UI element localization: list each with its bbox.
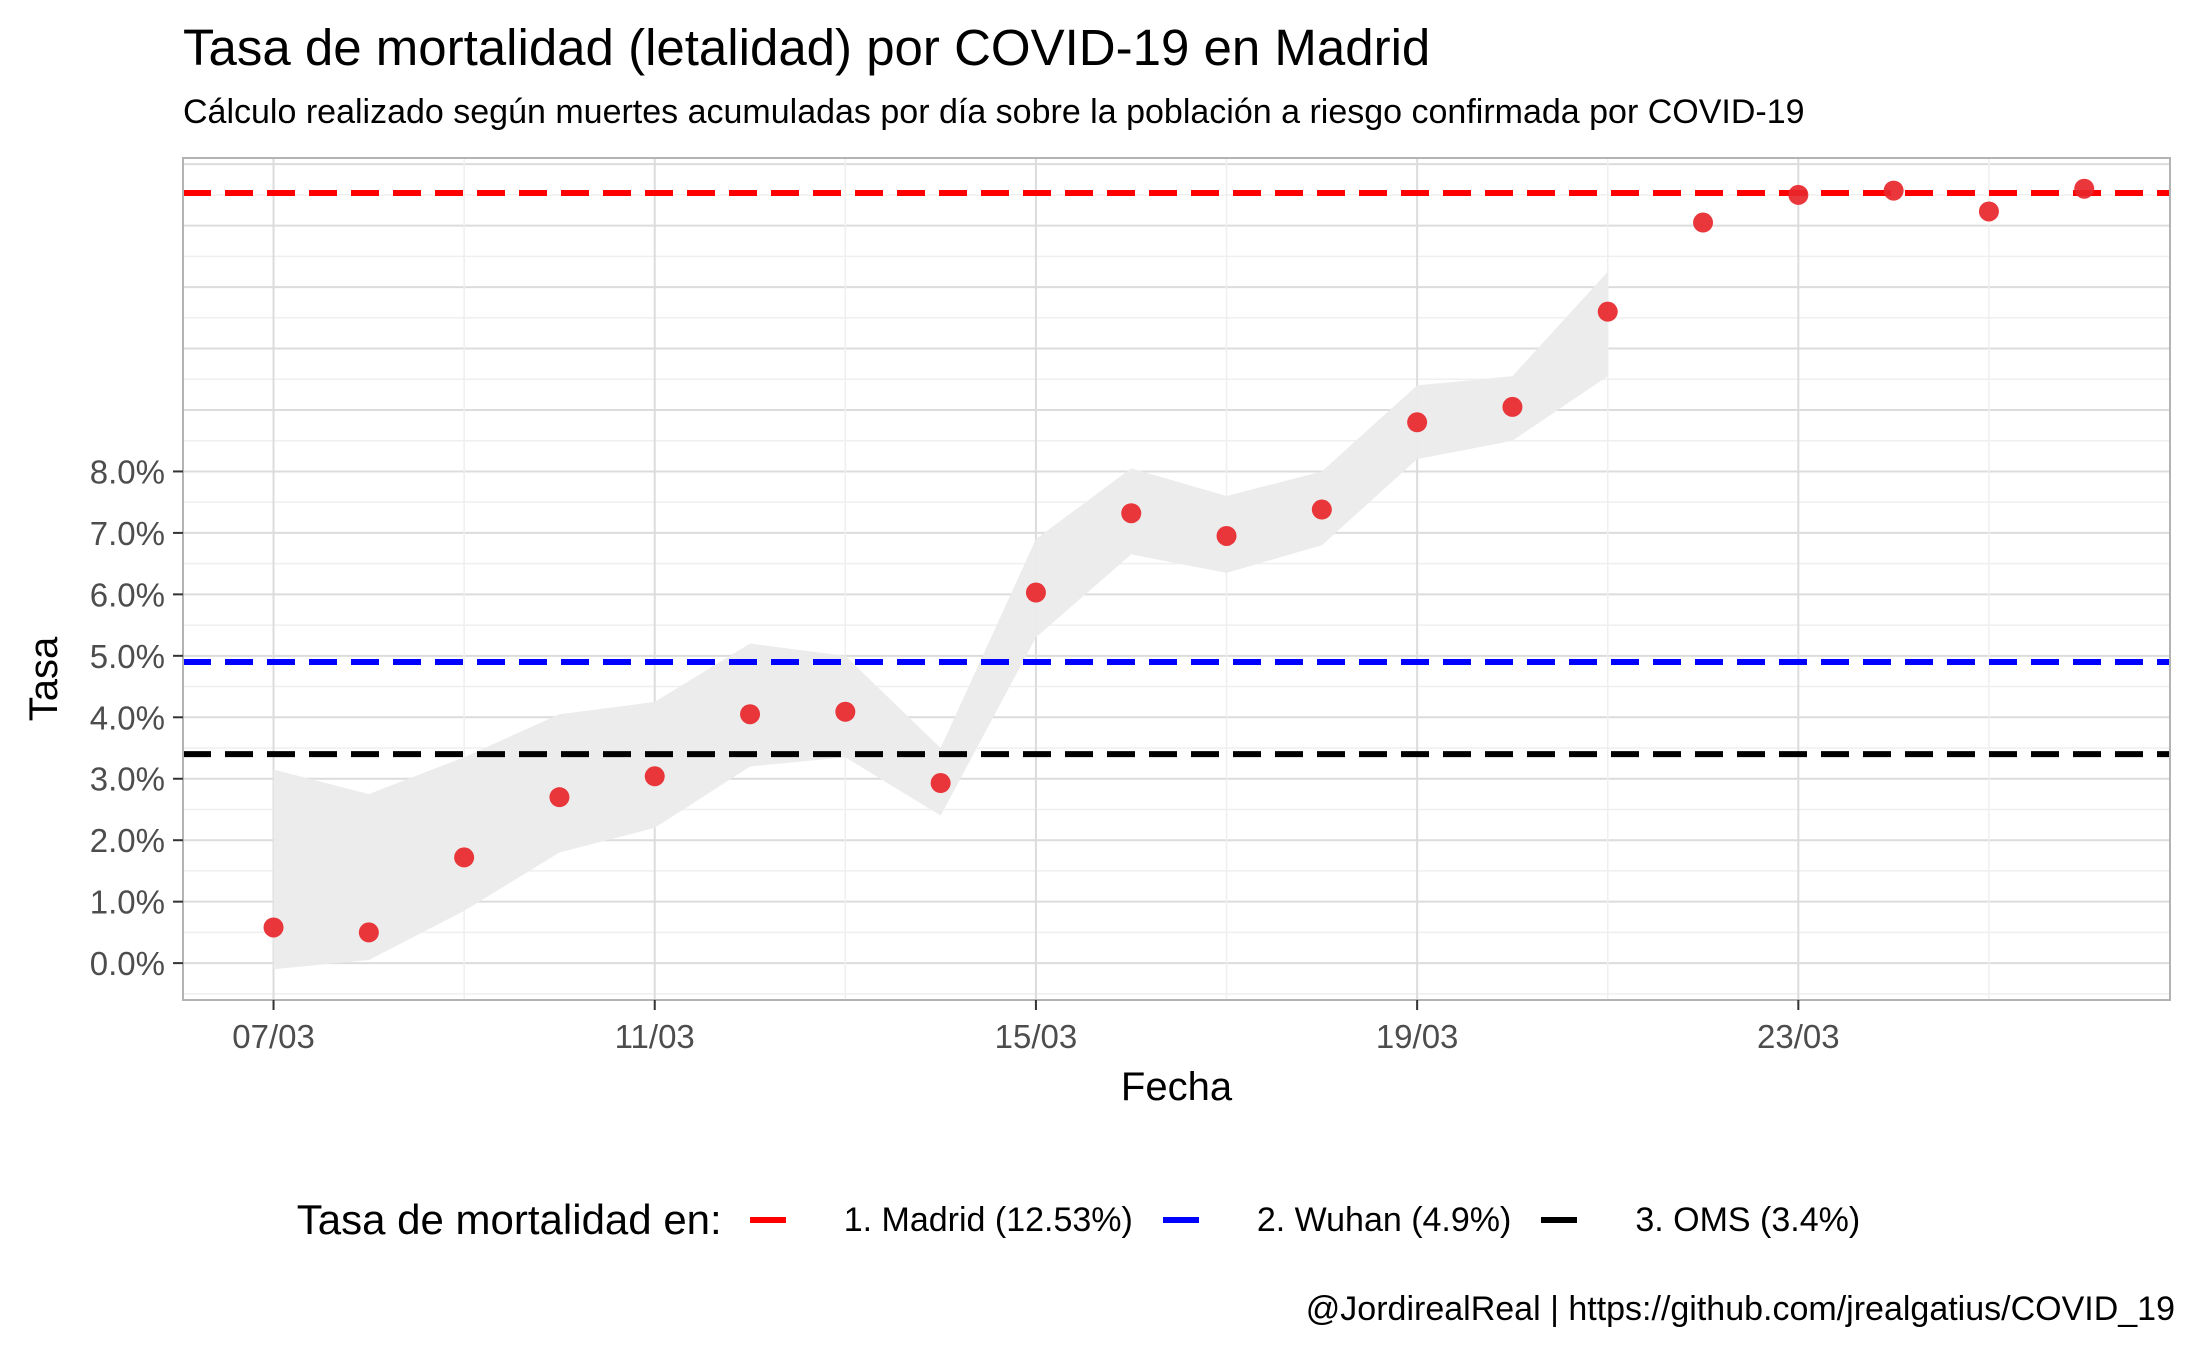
- data-point: [358, 922, 379, 943]
- data-point: [454, 847, 475, 868]
- data-point: [549, 787, 570, 808]
- chart-canvas: 0.0% 1.0% 2.0% 3.0% 4.0% 5.0% 6.0% 7.0% 8.0% 07/…: [22, 157, 2171, 1109]
- chart-caption: @JordirealReal | https://github.com/jrea…: [1305, 1290, 2175, 1328]
- data-point: [1025, 582, 1046, 603]
- legend: Tasa de mortalidad en: 1. Madrid (12.53%…: [0, 1185, 2187, 1255]
- chart-title: Tasa de mortalidad (letalidad) por COVID…: [183, 19, 1431, 76]
- confidence-band: [273, 271, 1608, 970]
- y-tick-label: 8.0%: [90, 453, 165, 490]
- x-tick-label: 07/03: [232, 1018, 315, 1055]
- y-tick-label: 4.0%: [90, 699, 165, 736]
- data-point: [1597, 301, 1618, 322]
- data-point: [740, 704, 761, 725]
- confidence-band-area: [273, 271, 1608, 970]
- data-point: [1216, 525, 1237, 546]
- y-tick-label: 5.0%: [90, 638, 165, 675]
- legend-key-wuhan: [1162, 1217, 1199, 1223]
- data-point: [1788, 184, 1809, 205]
- legend-item-madrid: 1. Madrid (12.53%): [749, 1200, 1133, 1240]
- data-point: [1978, 201, 1999, 222]
- y-axis-ticks: 0.0% 1.0% 2.0% 3.0% 4.0% 5.0% 6.0% 7.0% 8.0%: [90, 453, 183, 982]
- y-tick-label: 7.0%: [90, 515, 165, 552]
- legend-key-madrid: [749, 1217, 786, 1223]
- data-point: [1407, 412, 1428, 433]
- data-point: [1502, 396, 1523, 417]
- y-tick-label: 3.0%: [90, 761, 165, 798]
- data-point: [644, 766, 665, 787]
- data-point: [1693, 212, 1714, 233]
- legend-label-madrid: 1. Madrid (12.53%): [843, 1200, 1133, 1239]
- data-point: [1311, 499, 1332, 520]
- data-point: [1121, 503, 1142, 524]
- data-points: [263, 178, 2095, 943]
- legend-label-wuhan: 2. Wuhan (4.9%): [1256, 1200, 1512, 1239]
- reference-lines: [183, 190, 2170, 758]
- panel-border: [182, 157, 2171, 1001]
- x-tick-label: 11/03: [615, 1018, 695, 1055]
- legend-item-oms: 3. OMS (3.4%): [1541, 1201, 1860, 1240]
- x-axis-ticks: 07/03 11/03 15/03 19/03 23/03: [232, 1000, 1840, 1055]
- x-tick-label: 23/03: [1757, 1018, 1840, 1055]
- x-tick-label: 19/03: [1376, 1018, 1459, 1055]
- chart-subtitle: Cálculo realizado según muertes acumulad…: [183, 93, 1805, 131]
- y-tick-label: 6.0%: [90, 576, 165, 613]
- y-tick-label: 2.0%: [90, 822, 165, 859]
- legend-title: Tasa de mortalidad en:: [296, 1196, 722, 1243]
- data-point: [263, 917, 284, 938]
- data-point: [2074, 178, 2095, 199]
- x-axis-title: Fecha: [1121, 1065, 1233, 1109]
- legend-item-wuhan: 2. Wuhan (4.9%): [1162, 1200, 1512, 1240]
- data-point: [930, 773, 951, 794]
- data-point: [1883, 180, 1904, 201]
- y-tick-label: 1.0%: [90, 884, 165, 921]
- legend-key-oms: [1541, 1217, 1578, 1223]
- y-axis-title: Tasa: [22, 636, 66, 721]
- x-tick-label: 15/03: [995, 1018, 1078, 1055]
- data-point: [835, 701, 856, 722]
- legend-label-oms: 3. OMS (3.4%): [1635, 1200, 1861, 1239]
- y-tick-label: 0.0%: [90, 945, 165, 982]
